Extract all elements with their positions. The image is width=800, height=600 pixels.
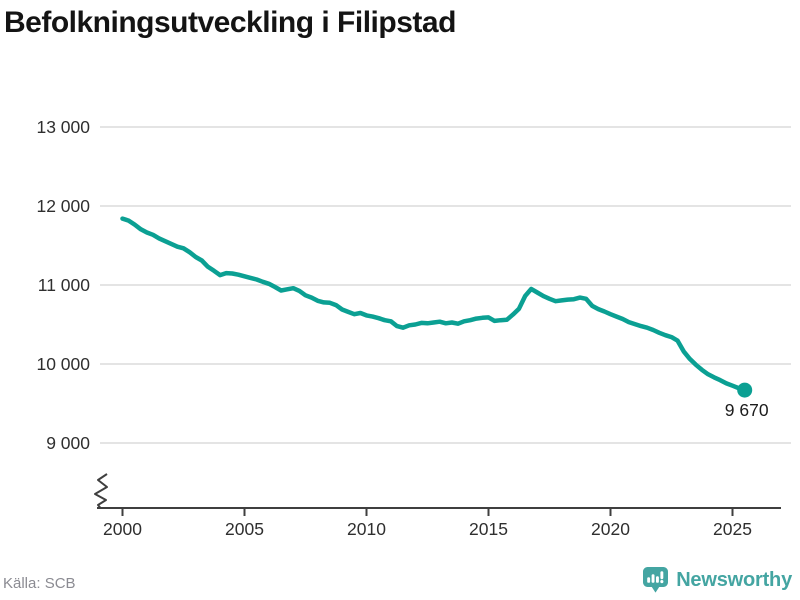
x-axis-tick-label: 2010 [347,519,386,539]
newsworthy-logo[interactable]: Newsworthy [642,566,792,594]
y-axis-tick-label: 11 000 [38,275,90,295]
population-line-series [120,216,747,393]
y-axis-tick-label: 12 000 [36,196,90,216]
x-axis-tick-label: 2020 [591,519,630,539]
y-axis-tick-label: 13 000 [36,117,90,137]
latest-value-label: 9 670 [725,400,769,420]
y-axis-tick-label: 10 000 [36,354,90,374]
newsworthy-wordmark: Newsworthy [676,568,792,591]
x-axis-tick-label: 2005 [225,519,264,539]
newsworthy-bubble-chart-icon [643,567,669,593]
chart-title: Befolkningsutveckling i Filipstad [4,6,456,39]
x-axis-tick-label: 2025 [713,519,752,539]
axis-break-icon [94,473,108,509]
x-axis-tick-label: 2015 [469,519,508,539]
source-caption: Källa: SCB [3,575,76,592]
y-axis-tick-label: 9 000 [46,433,90,453]
x-axis-tick-label: 2000 [103,519,142,539]
latest-value-dot [737,382,753,398]
